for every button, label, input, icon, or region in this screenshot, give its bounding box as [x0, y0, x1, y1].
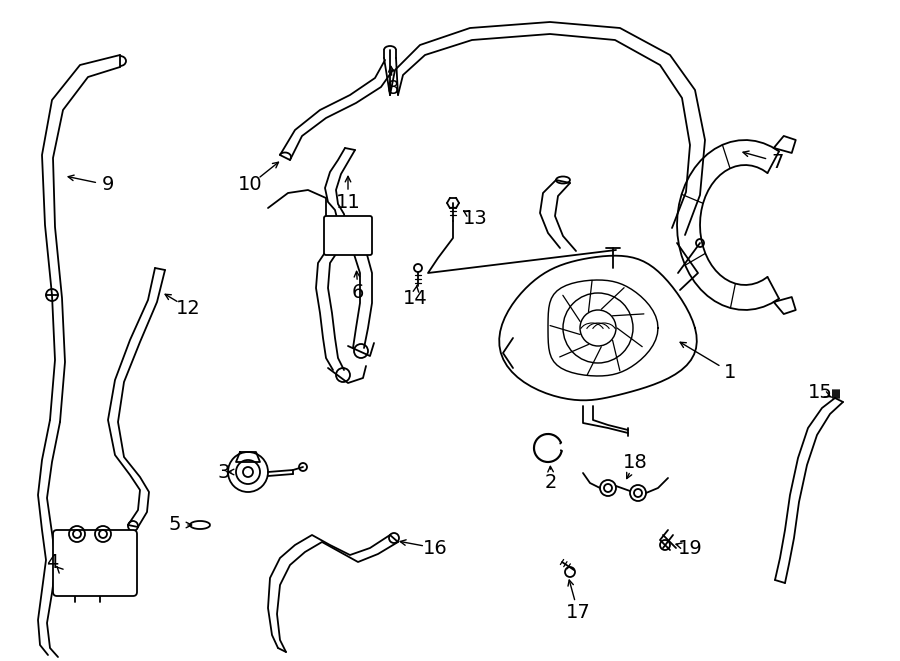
FancyBboxPatch shape	[53, 530, 137, 596]
Text: 13: 13	[463, 208, 488, 227]
Text: 12: 12	[176, 299, 201, 317]
Text: 8: 8	[387, 79, 400, 98]
Text: 5: 5	[169, 516, 181, 535]
Text: 15: 15	[807, 383, 833, 401]
Text: 11: 11	[336, 192, 360, 212]
Text: 6: 6	[352, 282, 365, 301]
Text: 10: 10	[238, 176, 262, 194]
Text: 4: 4	[46, 553, 58, 572]
Text: 18: 18	[623, 453, 647, 471]
Text: 7: 7	[772, 153, 784, 171]
FancyBboxPatch shape	[324, 216, 372, 255]
Text: 9: 9	[102, 176, 114, 194]
Text: 2: 2	[544, 473, 557, 492]
Text: 19: 19	[678, 539, 702, 557]
Text: 1: 1	[724, 362, 736, 381]
Text: 14: 14	[402, 288, 428, 307]
Text: 17: 17	[565, 602, 590, 621]
Text: 16: 16	[423, 539, 447, 557]
Text: 3: 3	[218, 463, 230, 481]
